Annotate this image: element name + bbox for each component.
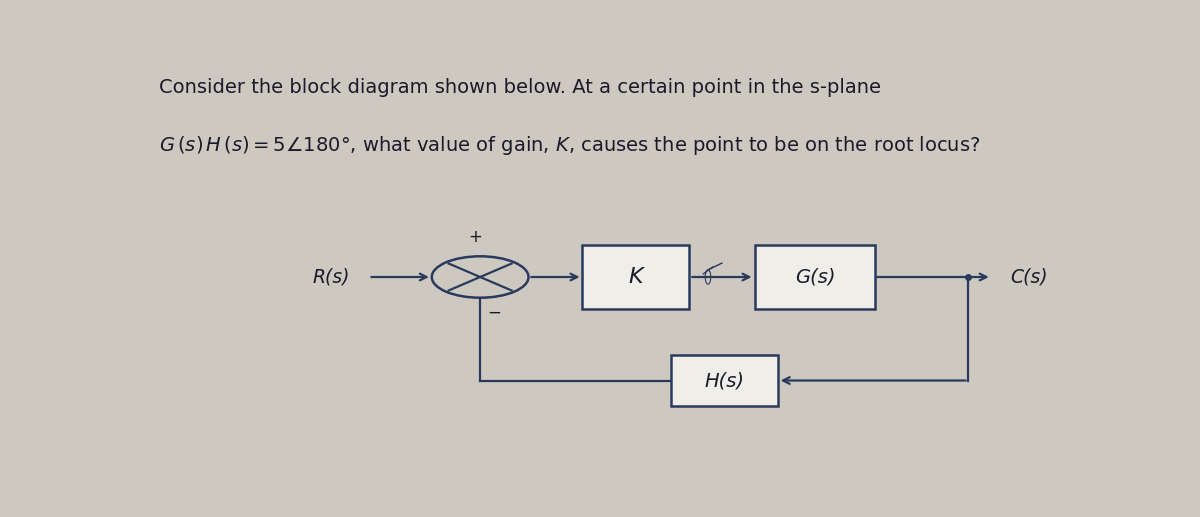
FancyBboxPatch shape <box>582 245 690 309</box>
FancyBboxPatch shape <box>671 355 778 406</box>
Text: R(s): R(s) <box>312 267 350 286</box>
Text: G(s): G(s) <box>794 267 835 286</box>
Text: C(s): C(s) <box>1010 267 1048 286</box>
Text: Consider the block diagram shown below. At a certain point in the s-plane: Consider the block diagram shown below. … <box>160 78 881 97</box>
Text: $G\,(s)\,H\,(s) = 5\angle 180°$, what value of gain, $K$, causes the point to be: $G\,(s)\,H\,(s) = 5\angle 180°$, what va… <box>160 134 980 157</box>
Text: H(s): H(s) <box>704 371 744 390</box>
FancyBboxPatch shape <box>755 245 876 309</box>
Text: K: K <box>629 267 643 287</box>
Text: −: − <box>487 303 502 322</box>
Text: +: + <box>468 229 482 247</box>
